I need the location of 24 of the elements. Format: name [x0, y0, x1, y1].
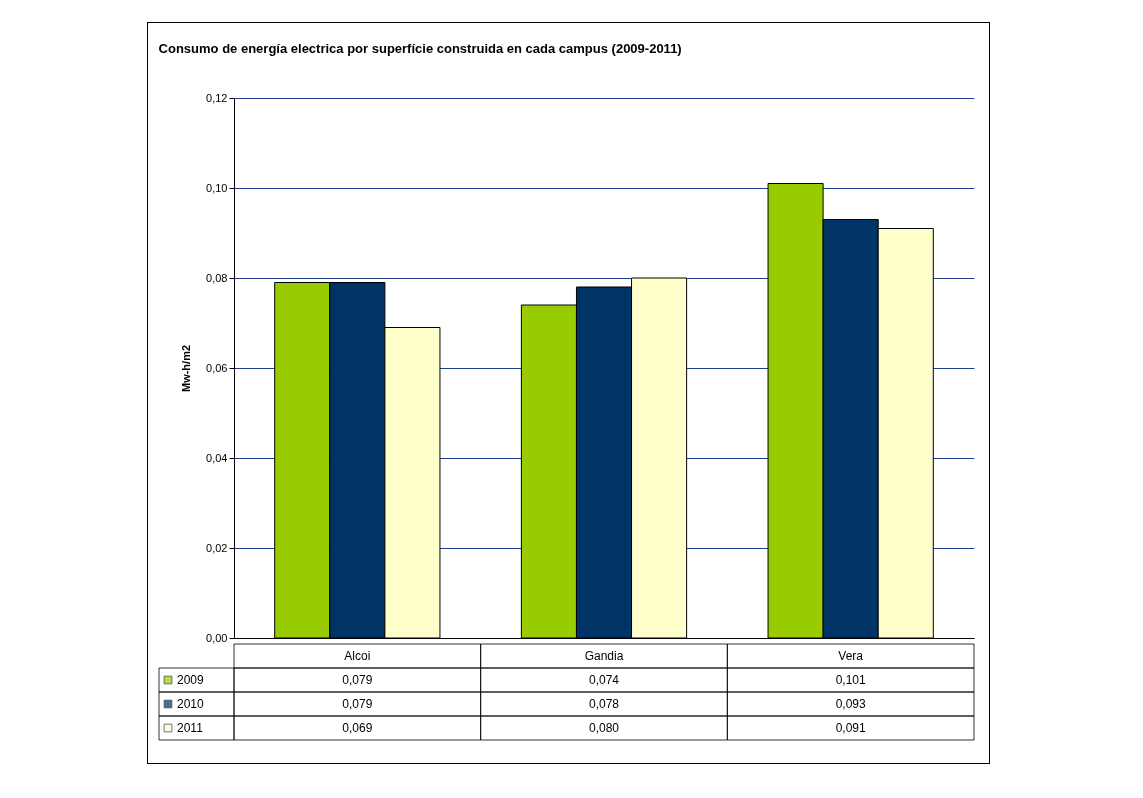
- data-label: 0,079: [342, 673, 373, 687]
- data-label: 0,080: [588, 721, 620, 735]
- legend-label: 2011: [177, 721, 204, 735]
- data-label: 0,078: [588, 697, 620, 711]
- data-label: 0,093: [835, 697, 867, 711]
- y-tick-label: 0,02: [206, 541, 228, 554]
- legend-label: 2009: [177, 673, 205, 687]
- y-axis-title: Mw-h/m2: [180, 344, 193, 393]
- y-tick-label: 0,06: [206, 361, 228, 374]
- x-tick-label: Alcoi: [344, 649, 371, 663]
- y-tick-label: 0,04: [206, 451, 228, 464]
- data-label: 0,101: [835, 673, 867, 687]
- legend-label: 2010: [177, 697, 205, 711]
- y-tick-label: 0,12: [206, 91, 228, 104]
- x-tick-label: Vera: [838, 649, 864, 663]
- y-tick-label: 0,00: [206, 631, 228, 644]
- data-label: 0,091: [835, 721, 867, 735]
- chart-title: Consumo de energía electrica por superfície construida en cada campus (2009-2011): [158, 41, 682, 56]
- x-tick-label: Gandia: [584, 649, 624, 663]
- y-tick-label: 0,08: [206, 271, 228, 284]
- data-label: 0,074: [588, 673, 620, 687]
- data-label: 0,069: [342, 721, 373, 735]
- data-label: 0,079: [342, 697, 373, 711]
- y-tick-label: 0,10: [206, 181, 228, 194]
